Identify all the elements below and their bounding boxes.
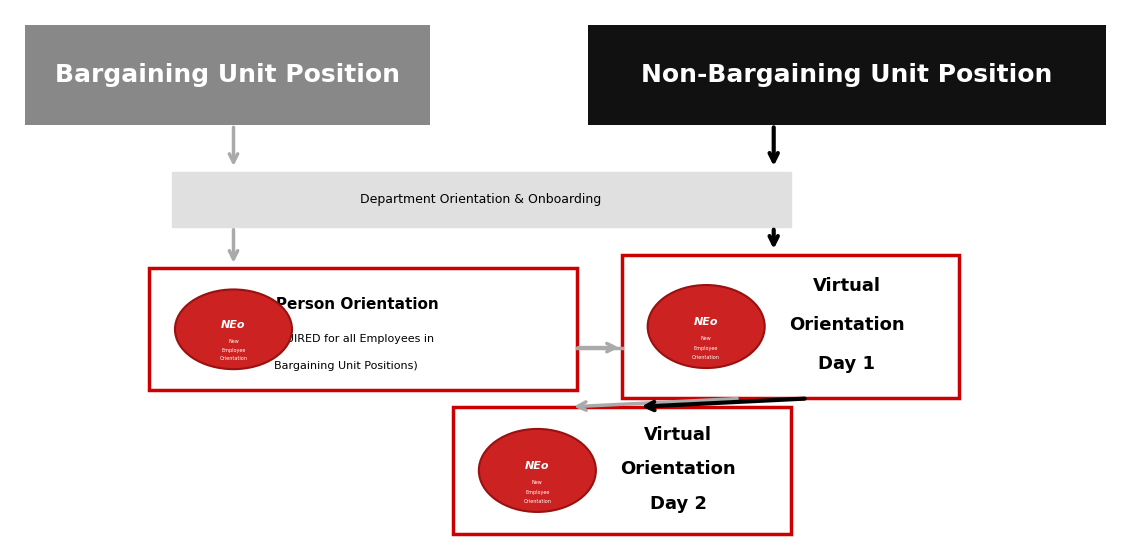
FancyBboxPatch shape — [588, 25, 1106, 125]
Text: Virtual: Virtual — [813, 277, 881, 295]
Ellipse shape — [648, 285, 765, 368]
Text: Department Orientation & Onboarding: Department Orientation & Onboarding — [361, 193, 602, 206]
Text: New: New — [701, 337, 711, 342]
FancyBboxPatch shape — [149, 268, 577, 390]
Text: NEo: NEo — [694, 318, 718, 328]
Ellipse shape — [175, 290, 292, 369]
Text: Employee: Employee — [222, 348, 245, 353]
Text: In-Person Orientation: In-Person Orientation — [253, 297, 439, 312]
Text: Orientation: Orientation — [219, 356, 248, 361]
Text: Bargaining Unit Positions): Bargaining Unit Positions) — [274, 361, 418, 371]
Text: Virtual: Virtual — [644, 426, 713, 444]
Text: Orientation: Orientation — [789, 316, 905, 334]
Text: New: New — [228, 339, 239, 344]
Ellipse shape — [478, 429, 596, 512]
Text: Employee: Employee — [694, 345, 718, 350]
Text: Orientation: Orientation — [620, 460, 736, 478]
FancyBboxPatch shape — [452, 407, 791, 534]
Text: NEo: NEo — [525, 461, 550, 471]
Text: New: New — [532, 480, 543, 485]
Text: Bargaining Unit Position: Bargaining Unit Position — [55, 63, 400, 87]
Text: Day 1: Day 1 — [819, 355, 875, 373]
FancyBboxPatch shape — [172, 172, 791, 227]
Text: Orientation: Orientation — [524, 499, 551, 504]
FancyBboxPatch shape — [25, 25, 431, 125]
Text: Day 2: Day 2 — [649, 495, 707, 513]
Text: Employee: Employee — [525, 490, 550, 495]
Text: Orientation: Orientation — [692, 355, 720, 360]
FancyBboxPatch shape — [622, 254, 959, 399]
Text: NEo: NEo — [222, 320, 245, 330]
Text: Non-Bargaining Unit Position: Non-Bargaining Unit Position — [641, 63, 1053, 87]
Text: (REQUIRED for all Employees in: (REQUIRED for all Employees in — [258, 334, 434, 344]
